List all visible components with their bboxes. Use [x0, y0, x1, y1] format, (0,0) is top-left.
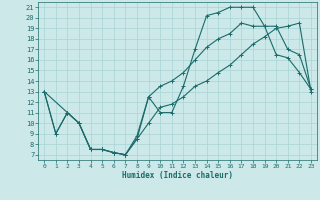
X-axis label: Humidex (Indice chaleur): Humidex (Indice chaleur): [122, 171, 233, 180]
